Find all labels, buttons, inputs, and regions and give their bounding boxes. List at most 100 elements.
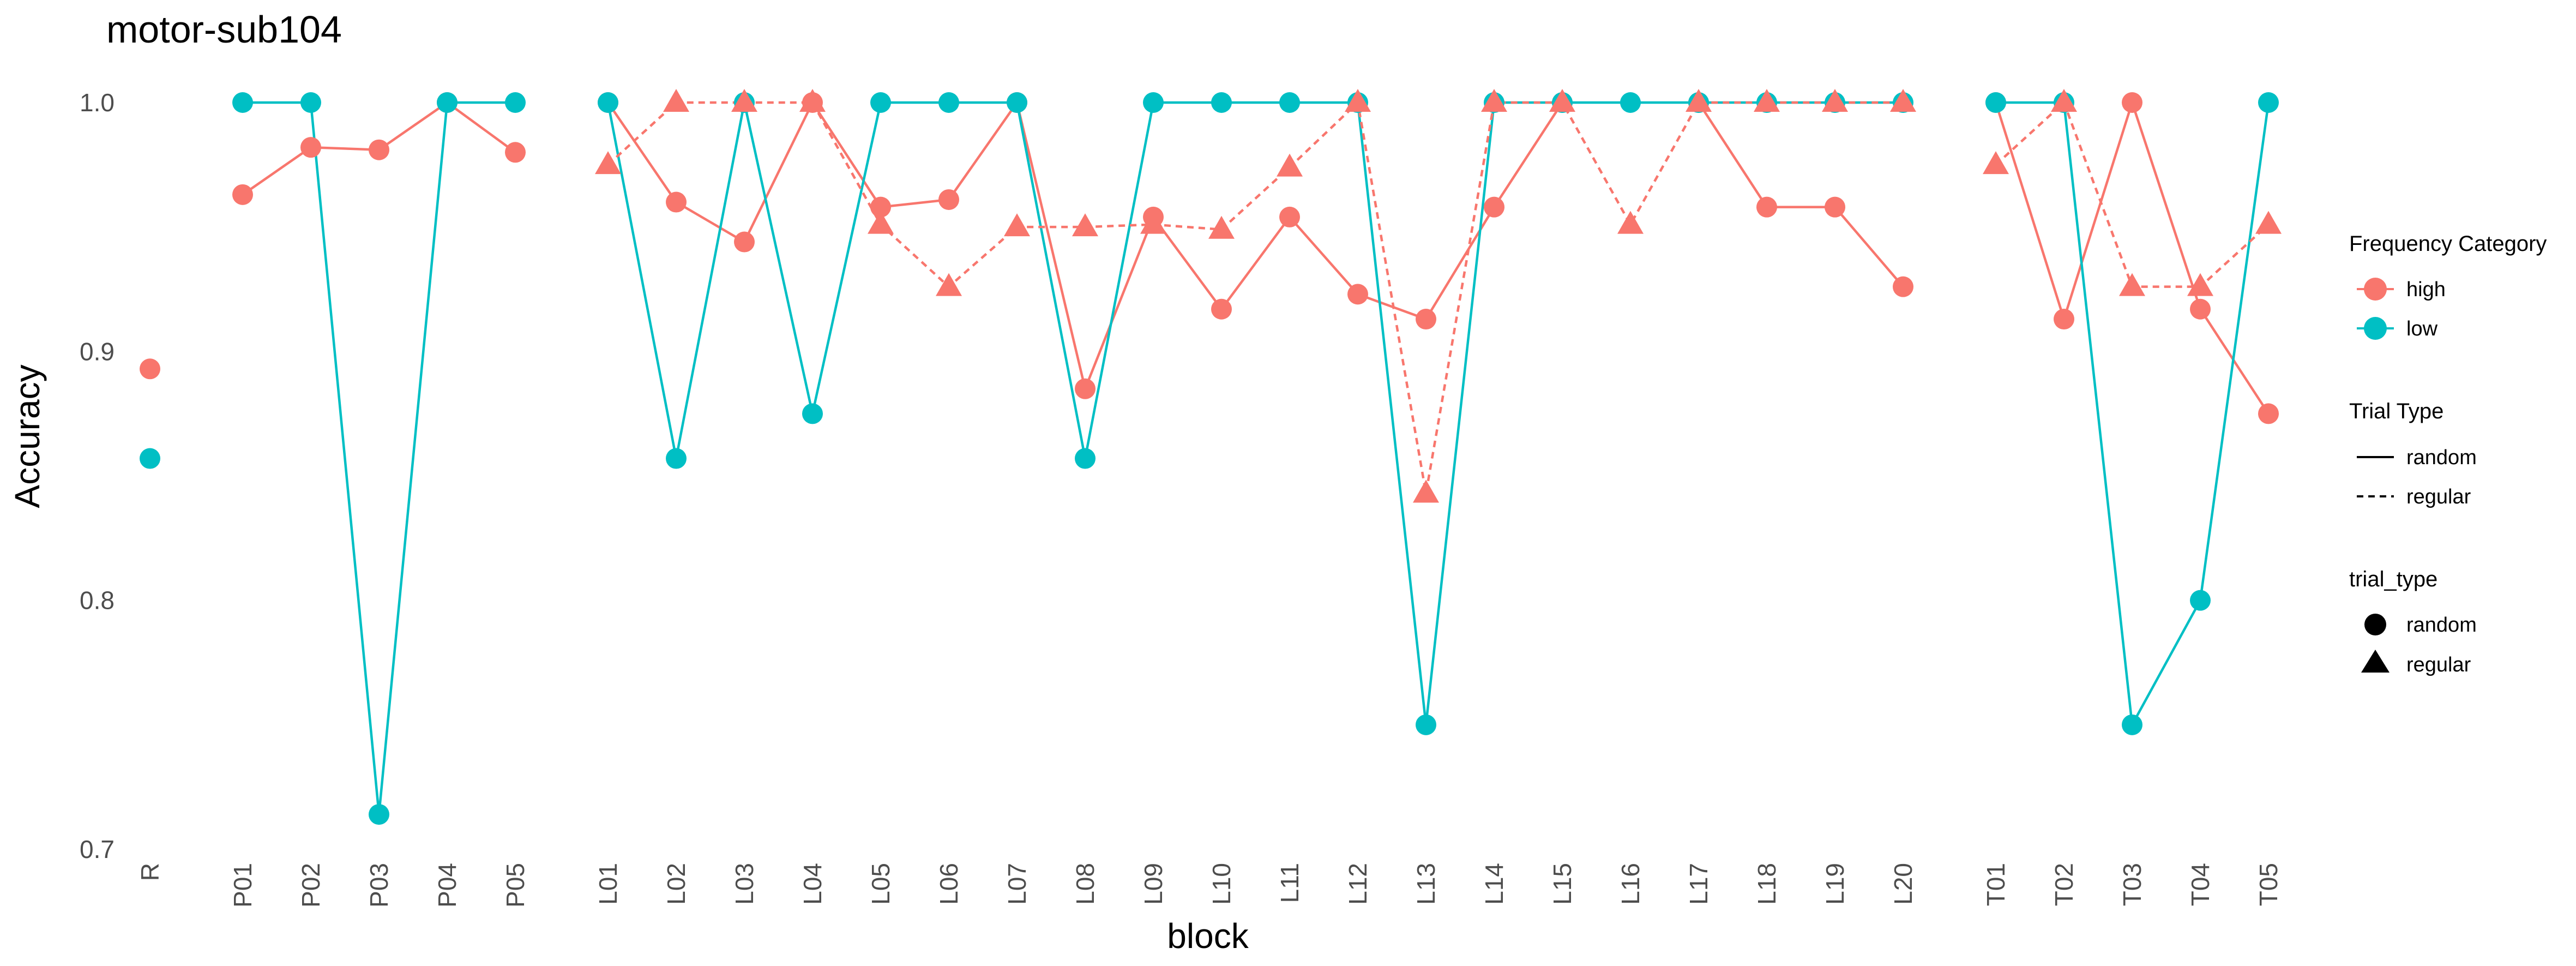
- data-point-high-regular: [2255, 211, 2282, 234]
- data-point-high-random: [938, 189, 959, 210]
- data-point-low-random: [232, 92, 253, 113]
- legend-color-title: Frequency Category: [2349, 232, 2547, 256]
- legend-shape-title: trial_type: [2349, 567, 2437, 591]
- y-tick-label: 1.0: [80, 88, 115, 117]
- data-point-low-random: [2258, 92, 2279, 113]
- series-line-low-random: [1996, 101, 2270, 729]
- data-point-low-random: [1211, 92, 1232, 113]
- data-point-high-regular: [1004, 213, 1030, 237]
- x-tick-label: L20: [1889, 863, 1917, 905]
- x-tick-label: L02: [662, 863, 690, 905]
- legend-regular-shape-swatch: [2361, 650, 2390, 673]
- x-tick-label: T02: [2050, 863, 2078, 906]
- x-tick-label: L04: [798, 863, 827, 905]
- legend-low-swatch: [2364, 317, 2387, 340]
- x-tick-label: P02: [297, 863, 325, 908]
- y-tick-label: 0.7: [80, 835, 115, 863]
- data-point-high-random: [1347, 284, 1368, 305]
- x-tick-label: P01: [228, 863, 257, 908]
- data-point-low-random: [1620, 92, 1641, 113]
- data-point-high-regular: [2187, 273, 2213, 296]
- data-point-high-regular: [1208, 215, 1235, 239]
- series-line-high-random: [1994, 98, 2270, 415]
- x-tick-label: L14: [1480, 863, 1508, 905]
- y-axis-label: Accuracy: [8, 364, 47, 508]
- x-tick-label: L13: [1412, 863, 1440, 905]
- x-tick-label: T05: [2254, 863, 2283, 906]
- series-lines: [242, 98, 2270, 815]
- data-point-high-random: [369, 139, 389, 160]
- x-tick-label: P05: [501, 863, 529, 908]
- x-tick-label: L12: [1344, 863, 1372, 905]
- data-point-high-random: [734, 231, 755, 253]
- data-point-high-regular: [1890, 89, 1916, 112]
- data-point-high-regular: [595, 151, 621, 175]
- data-point-low-random: [598, 92, 618, 113]
- data-point-low-random: [1075, 448, 1096, 469]
- series-markers: [140, 89, 2282, 825]
- series-line-low-random: [243, 101, 515, 815]
- legend-regular-shape-label: regular: [2406, 653, 2471, 676]
- legend-low-label: low: [2406, 317, 2438, 340]
- x-axis-label: block: [1167, 916, 1249, 956]
- data-point-high-random: [2122, 92, 2142, 113]
- data-point-high-random: [140, 358, 160, 380]
- data-point-high-random: [1484, 196, 1504, 218]
- x-tick-label: L17: [1684, 863, 1713, 905]
- data-point-high-regular: [1983, 151, 2009, 175]
- data-point-high-regular: [1345, 89, 1371, 112]
- data-point-low-random: [1143, 92, 1164, 113]
- data-point-low-random: [140, 448, 160, 469]
- legend-random-line-label: random: [2406, 446, 2477, 469]
- series-line-high-random: [1698, 101, 1904, 288]
- y-tick-label: 0.9: [80, 337, 115, 365]
- data-point-high-regular: [663, 89, 689, 112]
- data-point-high-regular: [1413, 479, 1439, 503]
- legend-random-shape-label: random: [2406, 614, 2477, 637]
- data-point-high-random: [1825, 196, 1845, 218]
- x-tick-label: L16: [1616, 863, 1645, 905]
- legend-regular-line-label: regular: [2406, 485, 2471, 508]
- legend: Frequency Category high low Trial Type r…: [2349, 232, 2547, 676]
- data-point-high-regular: [868, 211, 894, 234]
- data-point-high-random: [1416, 309, 1436, 330]
- data-point-high-random: [1893, 276, 1913, 297]
- data-point-high-regular: [731, 89, 757, 112]
- data-point-low-random: [870, 92, 891, 113]
- data-point-low-random: [2190, 590, 2211, 611]
- x-tick-label: L07: [1003, 863, 1031, 905]
- data-point-high-random: [1756, 196, 1777, 218]
- data-point-high-random: [870, 196, 891, 218]
- x-tick-label: L08: [1071, 863, 1099, 905]
- x-tick-label: T04: [2186, 863, 2214, 906]
- data-point-high-regular: [1549, 89, 1575, 112]
- data-point-high-random: [2258, 403, 2279, 424]
- data-point-low-random: [1007, 92, 1027, 113]
- series-line-high-regular: [607, 100, 1903, 494]
- data-point-high-regular: [1481, 89, 1507, 112]
- data-point-high-random: [1279, 206, 1300, 227]
- x-tick-label: L05: [866, 863, 895, 905]
- data-point-high-random: [1211, 298, 1232, 320]
- x-tick-label: P03: [365, 863, 393, 908]
- x-tick-label: L03: [730, 863, 759, 905]
- data-point-high-random: [300, 137, 321, 158]
- x-ticks: R P01 P02 P03 P04 P05 L01 L02 L03 L04 L05 L06 L07 L08…: [136, 863, 2283, 908]
- data-point-low-random: [2122, 714, 2142, 735]
- y-ticks: 0.7 0.8 0.9 1.0: [80, 88, 115, 863]
- legend-high-swatch: [2364, 278, 2387, 301]
- series-line-high-regular: [1995, 100, 2270, 288]
- x-tick-label: L09: [1139, 863, 1167, 905]
- x-tick-label: L11: [1275, 863, 1304, 903]
- data-point-high-regular: [799, 89, 826, 112]
- data-point-high-regular: [1072, 213, 1098, 237]
- data-point-high-regular: [2051, 89, 2077, 112]
- data-point-high-regular: [1686, 89, 1712, 112]
- data-point-high-random: [2190, 298, 2211, 320]
- x-tick-label: T03: [2118, 863, 2146, 906]
- legend-linetype-title: Trial Type: [2349, 399, 2443, 423]
- x-tick-label: P04: [433, 863, 461, 908]
- data-point-high-regular: [2119, 273, 2145, 296]
- data-point-high-random: [2054, 309, 2074, 330]
